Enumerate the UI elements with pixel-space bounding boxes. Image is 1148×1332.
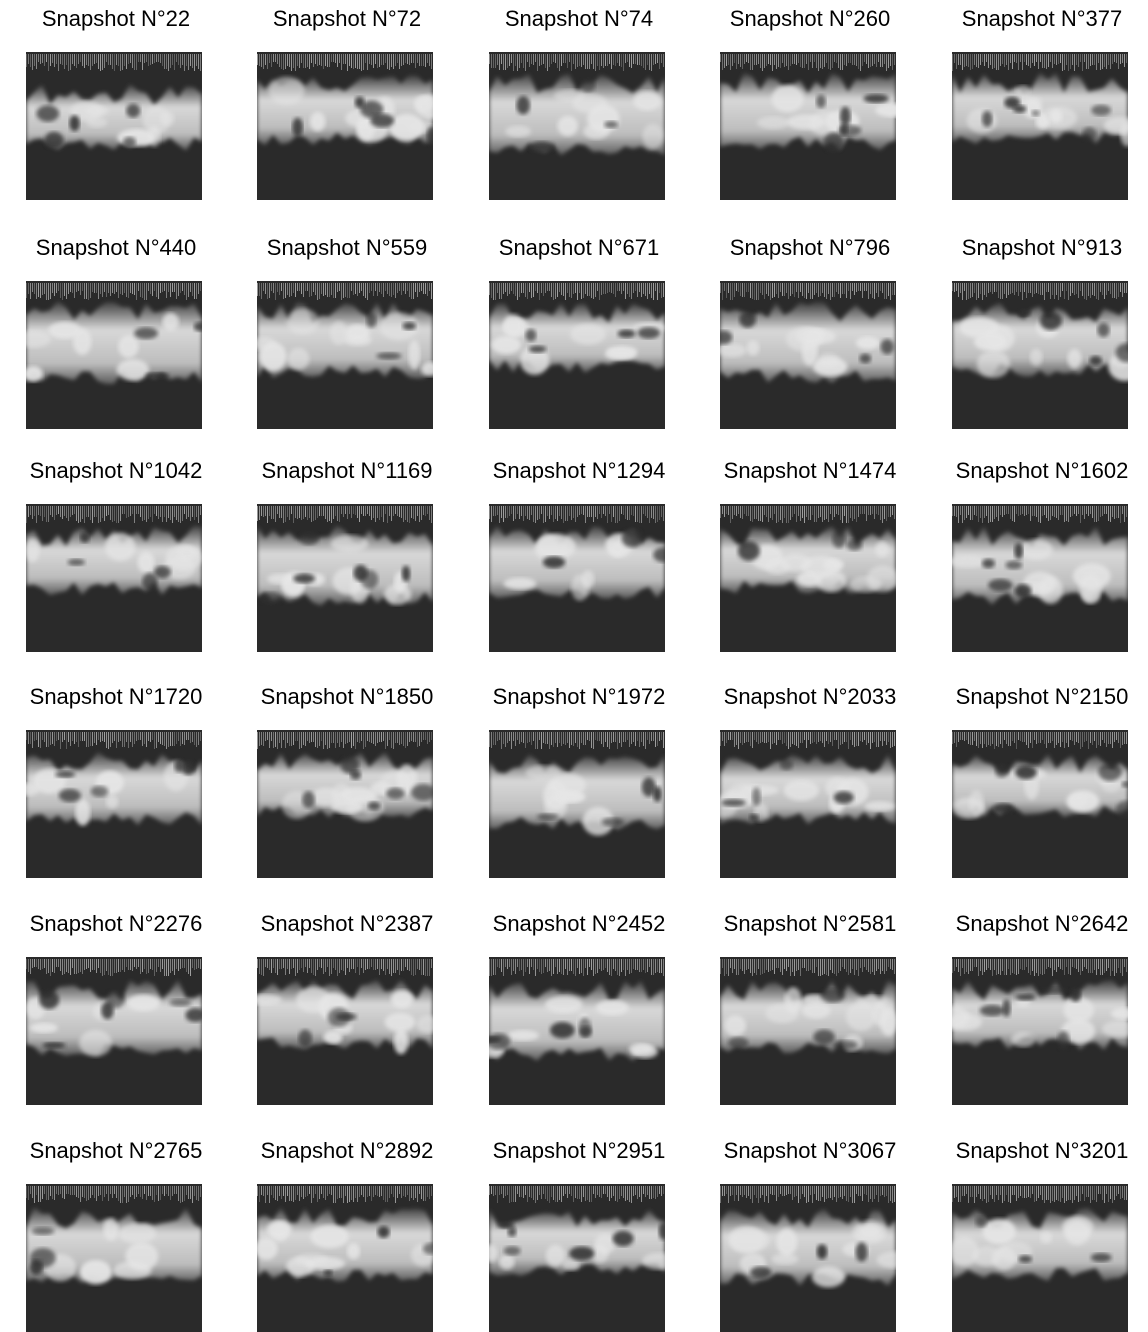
snapshot-cell: Snapshot N°3067 [694, 1132, 926, 1332]
snapshot-cell: Snapshot N°559 [231, 229, 463, 429]
snapshot-title: Snapshot N°1602 [955, 458, 1129, 483]
snapshot-title: Snapshot N°796 [729, 235, 891, 260]
snapshot-image [26, 504, 202, 652]
snapshot-title: Snapshot N°2581 [723, 911, 897, 936]
snapshot-image [257, 504, 433, 652]
snapshot-image [489, 957, 665, 1105]
snapshot-title: Snapshot N°22 [41, 6, 191, 31]
snapshot-cell: Snapshot N°796 [694, 229, 926, 429]
snapshot-title: Snapshot N°74 [504, 6, 654, 31]
snapshot-title: Snapshot N°2150 [955, 684, 1129, 709]
snapshot-cell: Snapshot N°74 [463, 0, 695, 200]
snapshot-title: Snapshot N°559 [266, 235, 428, 260]
snapshot-cell: Snapshot N°1602 [926, 452, 1148, 652]
snapshot-cell: Snapshot N°2951 [463, 1132, 695, 1332]
snapshot-image [489, 52, 665, 200]
snapshot-title: Snapshot N°1042 [29, 458, 203, 483]
snapshot-title: Snapshot N°1474 [723, 458, 897, 483]
snapshot-image [26, 957, 202, 1105]
snapshot-cell: Snapshot N°2387 [231, 905, 463, 1105]
snapshot-cell: Snapshot N°1474 [694, 452, 926, 652]
snapshot-cell: Snapshot N°72 [231, 0, 463, 200]
snapshot-image [952, 1184, 1128, 1332]
snapshot-title: Snapshot N°1850 [260, 684, 434, 709]
snapshot-cell: Snapshot N°2581 [694, 905, 926, 1105]
snapshot-image [489, 504, 665, 652]
snapshot-cell: Snapshot N°3201 [926, 1132, 1148, 1332]
snapshot-cell: Snapshot N°2765 [0, 1132, 232, 1332]
snapshot-image [720, 281, 896, 429]
snapshot-title: Snapshot N°2452 [492, 911, 666, 936]
snapshot-title: Snapshot N°2387 [260, 911, 434, 936]
snapshot-image [720, 1184, 896, 1332]
snapshot-cell: Snapshot N°2150 [926, 678, 1148, 878]
snapshot-image [952, 730, 1128, 878]
snapshot-title: Snapshot N°1169 [261, 458, 433, 483]
snapshot-title: Snapshot N°671 [498, 235, 660, 260]
snapshot-cell: Snapshot N°1850 [231, 678, 463, 878]
snapshot-image [952, 957, 1128, 1105]
snapshot-title: Snapshot N°1294 [492, 458, 666, 483]
snapshot-image [257, 281, 433, 429]
snapshot-cell: Snapshot N°377 [926, 0, 1148, 200]
snapshot-cell: Snapshot N°2892 [231, 1132, 463, 1332]
snapshot-title: Snapshot N°3067 [723, 1138, 897, 1163]
snapshot-cell: Snapshot N°1720 [0, 678, 232, 878]
snapshot-image [26, 730, 202, 878]
snapshot-image [26, 281, 202, 429]
snapshot-title: Snapshot N°1720 [29, 684, 203, 709]
snapshot-image [952, 52, 1128, 200]
snapshot-title: Snapshot N°1972 [492, 684, 666, 709]
snapshot-cell: Snapshot N°913 [926, 229, 1148, 429]
snapshot-title: Snapshot N°2892 [260, 1138, 434, 1163]
snapshot-title: Snapshot N°72 [272, 6, 422, 31]
snapshot-cell: Snapshot N°2276 [0, 905, 232, 1105]
snapshot-image [952, 281, 1128, 429]
snapshot-image [720, 730, 896, 878]
snapshot-title: Snapshot N°913 [961, 235, 1123, 260]
snapshot-image [489, 281, 665, 429]
snapshot-cell: Snapshot N°22 [0, 0, 232, 200]
snapshot-cell: Snapshot N°1294 [463, 452, 695, 652]
snapshot-cell: Snapshot N°2033 [694, 678, 926, 878]
snapshot-cell: Snapshot N°1169 [231, 452, 463, 652]
snapshot-image [257, 1184, 433, 1332]
snapshot-cell: Snapshot N°440 [0, 229, 232, 429]
snapshot-title: Snapshot N°440 [35, 235, 197, 260]
snapshot-cell: Snapshot N°2642 [926, 905, 1148, 1105]
snapshot-cell: Snapshot N°671 [463, 229, 695, 429]
snapshot-image [257, 52, 433, 200]
snapshot-image [489, 1184, 665, 1332]
snapshot-title: Snapshot N°2033 [723, 684, 897, 709]
snapshot-image [720, 504, 896, 652]
snapshot-title: Snapshot N°2276 [29, 911, 203, 936]
snapshot-cell: Snapshot N°1042 [0, 452, 232, 652]
snapshot-title: Snapshot N°2951 [492, 1138, 666, 1163]
snapshot-image [26, 1184, 202, 1332]
snapshot-cell: Snapshot N°2452 [463, 905, 695, 1105]
snapshot-image [257, 957, 433, 1105]
snapshot-image [257, 730, 433, 878]
snapshot-image [952, 504, 1128, 652]
snapshot-title: Snapshot N°377 [961, 6, 1123, 31]
snapshot-cell: Snapshot N°260 [694, 0, 926, 200]
snapshot-title: Snapshot N°3201 [955, 1138, 1129, 1163]
snapshot-title: Snapshot N°260 [729, 6, 891, 31]
snapshot-title: Snapshot N°2642 [955, 911, 1129, 936]
snapshot-title: Snapshot N°2765 [29, 1138, 203, 1163]
snapshot-cell: Snapshot N°1972 [463, 678, 695, 878]
snapshot-image [720, 52, 896, 200]
snapshot-image [489, 730, 665, 878]
snapshot-image [26, 52, 202, 200]
snapshot-image [720, 957, 896, 1105]
